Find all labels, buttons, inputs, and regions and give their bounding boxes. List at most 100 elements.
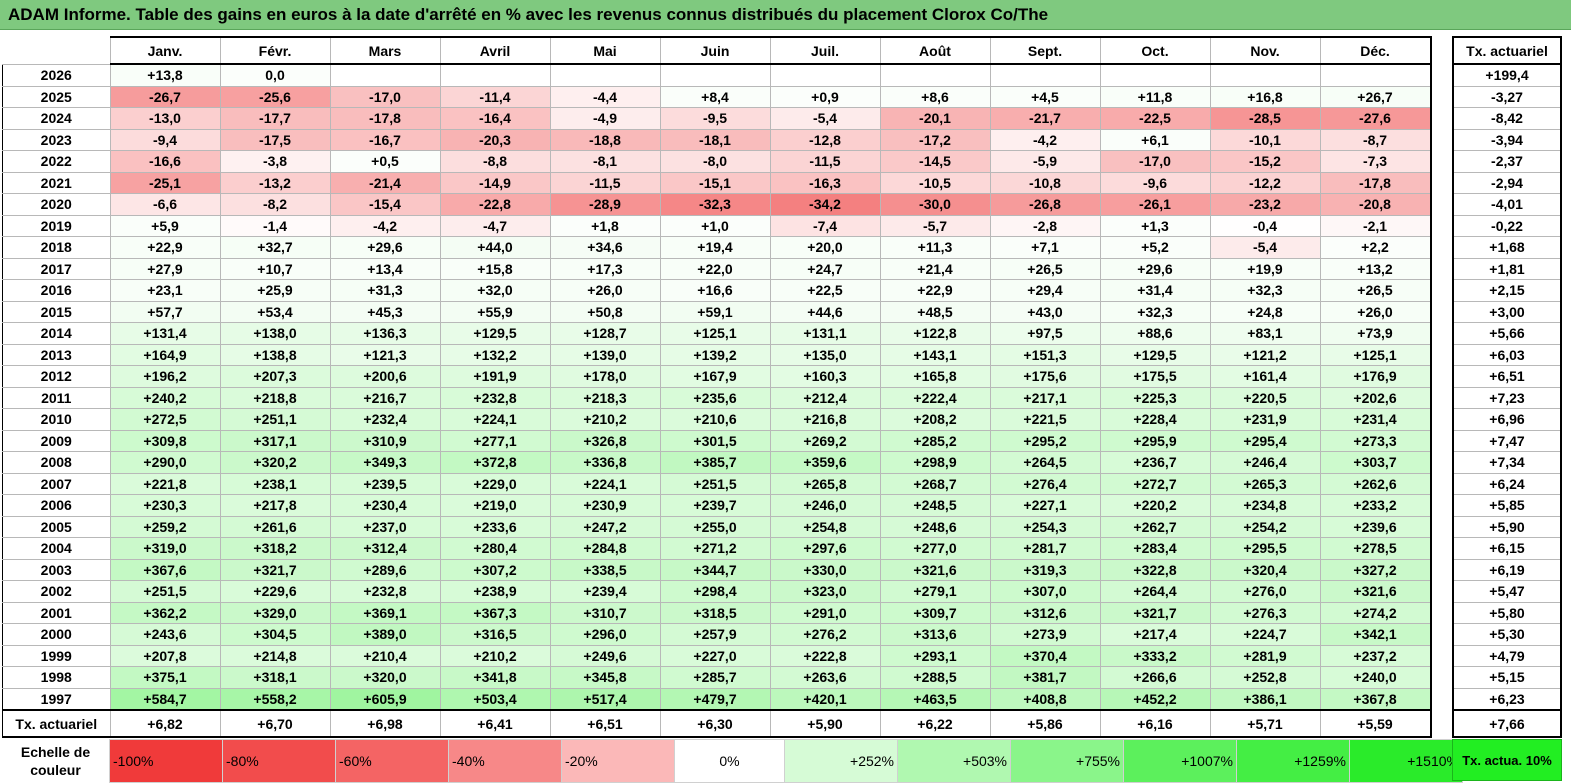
gain-cell: +246,0: [769, 494, 881, 517]
gain-cell: +88,6: [1099, 322, 1211, 345]
gain-cell: -23,2: [1209, 193, 1321, 216]
gain-cell: -28,9: [549, 193, 661, 216]
gain-cell: +233,6: [439, 515, 551, 538]
gain-cell: +22,9: [879, 279, 991, 302]
year-cell: 2007: [2, 472, 111, 495]
year-cell: 2013: [2, 343, 111, 366]
gain-cell: +452,2: [1099, 687, 1211, 711]
gain-cell: +254,2: [1209, 515, 1321, 538]
gain-cell: +224,1: [439, 408, 551, 431]
gain-cell: +16,8: [1209, 85, 1321, 108]
year-cell: 2002: [2, 580, 111, 603]
gain-cell: +285,2: [879, 429, 991, 452]
gain-cell: -3,8: [219, 150, 331, 173]
gain-cell: -25,1: [109, 171, 221, 194]
gain-cell: +13,4: [329, 257, 441, 280]
gain-cell: -9,6: [1099, 171, 1211, 194]
gain-cell: +298,4: [659, 580, 771, 603]
gain-cell: +210,6: [659, 408, 771, 431]
gain-cell: +309,8: [109, 429, 221, 452]
actuarial-rate-cell: +5,30: [1452, 623, 1562, 646]
gain-cell: +329,0: [219, 601, 331, 624]
gain-cell: [769, 63, 881, 87]
gain-cell: +309,7: [879, 601, 991, 624]
gain-cell: -12,8: [769, 128, 881, 151]
gain-cell: +22,9: [109, 236, 221, 259]
gain-cell: +367,3: [439, 601, 551, 624]
gain-cell: +321,7: [1099, 601, 1211, 624]
gain-cell: +26,0: [1319, 300, 1432, 323]
gain-cell: [329, 63, 441, 87]
gain-cell: +48,5: [879, 300, 991, 323]
color-scale-swatch: -60%: [335, 739, 449, 783]
gain-cell: +178,0: [549, 365, 661, 388]
gain-cell: +295,5: [1209, 537, 1321, 560]
gain-cell: +131,1: [769, 322, 881, 345]
gain-cell: +26,5: [1319, 279, 1432, 302]
gain-cell: +336,8: [549, 451, 661, 474]
gain-cell: +24,8: [1209, 300, 1321, 323]
year-cell: 1999: [2, 644, 111, 667]
year-cell: 2012: [2, 365, 111, 388]
total-rate-cell: +6,22: [879, 709, 991, 738]
gain-cell: -17,8: [329, 107, 441, 130]
gain-cell: +13,2: [1319, 257, 1432, 280]
gain-cell: +316,5: [439, 623, 551, 646]
gain-cell: +138,0: [219, 322, 331, 345]
gain-cell: +281,9: [1209, 644, 1321, 667]
gain-cell: -11,5: [549, 171, 661, 194]
gain-cell: +247,2: [549, 515, 661, 538]
gain-cell: +227,1: [989, 494, 1101, 517]
gain-cell: [989, 63, 1101, 87]
gain-cell: -4,7: [439, 214, 551, 237]
totals-label: Tx. actuariel: [2, 709, 111, 738]
month-header: Févr.: [219, 36, 331, 65]
gain-cell: +218,8: [219, 386, 331, 409]
year-cell: 2022: [2, 150, 111, 173]
gain-cell: -9,5: [659, 107, 771, 130]
gain-cell: +32,0: [439, 279, 551, 302]
gain-cell: +318,5: [659, 601, 771, 624]
gain-cell: +214,8: [219, 644, 331, 667]
gain-cell: +6,1: [1099, 128, 1211, 151]
gain-cell: +32,3: [1209, 279, 1321, 302]
actuarial-rate-cell: +6,24: [1452, 472, 1562, 495]
gain-cell: +121,2: [1209, 343, 1321, 366]
gain-cell: +50,8: [549, 300, 661, 323]
gain-cell: +31,4: [1099, 279, 1211, 302]
table-row: 2010 +272,5 +251,1 +232,4 +224,1 +210,2 +210,6…: [2, 408, 1432, 431]
gain-cell: -16,6: [109, 150, 221, 173]
table-row: 2013 +164,9 +138,8 +121,3 +132,2 +139,0 +139,2…: [2, 343, 1432, 366]
gain-cell: +381,7: [989, 666, 1101, 689]
gain-cell: +584,7: [109, 687, 221, 711]
gain-cell: -22,8: [439, 193, 551, 216]
gain-cell: +29,6: [329, 236, 441, 259]
actuarial-rate-cell: +2,15: [1452, 279, 1562, 302]
gain-cell: -20,1: [879, 107, 991, 130]
gain-cell: -7,3: [1319, 150, 1432, 173]
actuarial-rate-cell: +6,51: [1452, 365, 1562, 388]
gain-cell: +319,3: [989, 558, 1101, 581]
gain-cell: +230,9: [549, 494, 661, 517]
year-cell: 2023: [2, 128, 111, 151]
gain-cell: +323,0: [769, 580, 881, 603]
gain-cell: +263,6: [769, 666, 881, 689]
gain-cell: +232,8: [439, 386, 551, 409]
gain-cell: +385,7: [659, 451, 771, 474]
gain-cell: +279,1: [879, 580, 991, 603]
gain-cell: -5,4: [1209, 236, 1321, 259]
gain-cell: +274,2: [1319, 601, 1432, 624]
gain-cell: +463,5: [879, 687, 991, 711]
gain-cell: +285,7: [659, 666, 771, 689]
actuarial-rate-cell: +7,34: [1452, 451, 1562, 474]
gain-cell: [439, 63, 551, 87]
gain-cell: +264,4: [1099, 580, 1211, 603]
gain-cell: +21,4: [879, 257, 991, 280]
table-row: 2006 +230,3 +217,8 +230,4 +219,0 +230,9 +239,7…: [2, 494, 1432, 517]
gain-cell: +235,6: [659, 386, 771, 409]
table-row: 2024 -13,0 -17,7 -17,8 -16,4 -4,9 -9,5 -5,4 -20,…: [2, 107, 1432, 130]
gain-cell: +207,3: [219, 365, 331, 388]
year-cell: 2016: [2, 279, 111, 302]
year-cell: 2009: [2, 429, 111, 452]
year-cell: 2025: [2, 85, 111, 108]
